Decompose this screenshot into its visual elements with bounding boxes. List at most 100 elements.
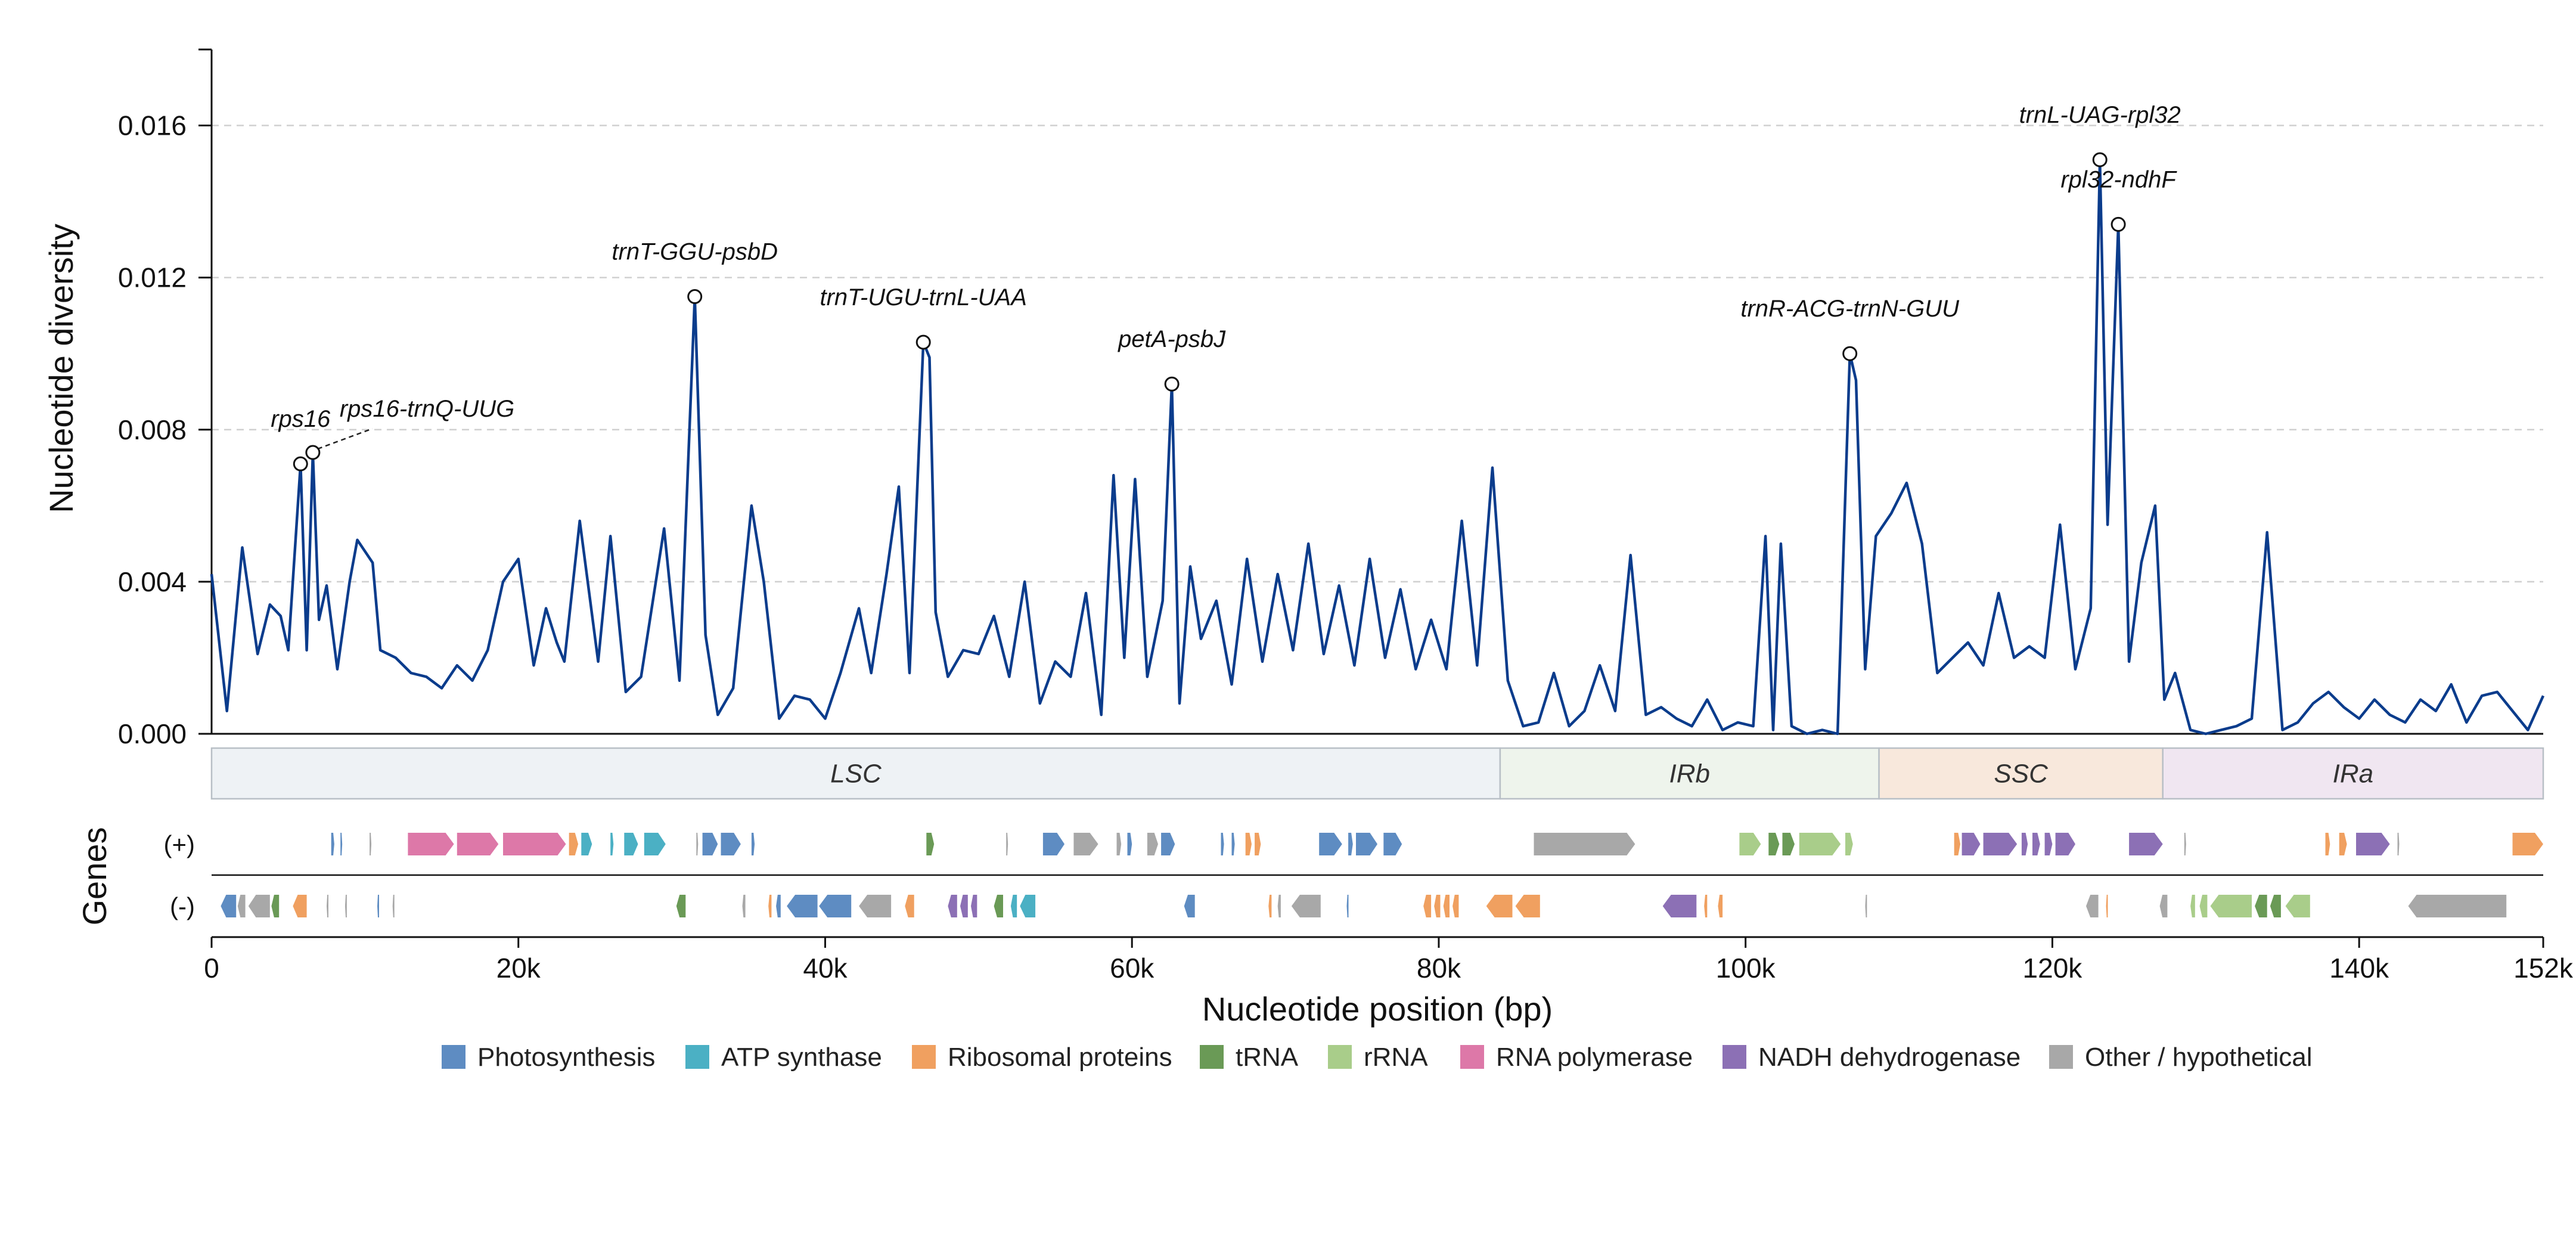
legend-swatch bbox=[1722, 1045, 1746, 1069]
gene-feature bbox=[2339, 833, 2347, 855]
gene-feature bbox=[370, 833, 372, 855]
region-box bbox=[2162, 747, 2544, 800]
gene-feature bbox=[377, 895, 379, 917]
peak-label: trnT-GGU-psbD bbox=[612, 239, 778, 265]
gene-feature bbox=[1954, 833, 1960, 855]
y-tick-label: 0.012 bbox=[118, 262, 187, 293]
gene-feature bbox=[1704, 895, 1708, 917]
genes-axis-title: Genes bbox=[76, 827, 113, 926]
legend-label: tRNA bbox=[1236, 1043, 1299, 1072]
plus-strand-label: (+) bbox=[164, 830, 195, 858]
gene-feature bbox=[610, 833, 614, 855]
gene-feature bbox=[503, 833, 566, 855]
gene-feature bbox=[742, 895, 746, 917]
gene-feature bbox=[1319, 833, 1342, 855]
x-axis: 0 20k 40k 60k 80k 100k 120k 140k 152k Nucleotide … bbox=[204, 936, 2574, 1028]
gene-feature bbox=[1443, 895, 1450, 917]
y-axis-title: Nucleotide diversity bbox=[42, 224, 80, 513]
gene-feature bbox=[2190, 895, 2195, 917]
gene-feature bbox=[340, 833, 343, 855]
x-tick-label: 40k bbox=[803, 953, 848, 984]
x-tick-label: 152k bbox=[2513, 953, 2574, 984]
gene-feature bbox=[2044, 833, 2053, 855]
region-box bbox=[1499, 747, 1880, 800]
gene-feature bbox=[1739, 833, 1761, 855]
gene-feature bbox=[1147, 833, 1158, 855]
gene-feature bbox=[2356, 833, 2390, 855]
gene-feature bbox=[2032, 833, 2040, 855]
legend-label: Photosynthesis bbox=[477, 1043, 655, 1072]
gene-feature bbox=[676, 895, 686, 917]
gene-feature bbox=[1768, 833, 1780, 855]
gene-tracks: Genes (+) (-) bbox=[76, 827, 2543, 926]
gene-feature bbox=[768, 895, 772, 917]
gene-feature bbox=[2210, 895, 2252, 917]
gene-feature bbox=[1434, 895, 1441, 917]
legend-label: Ribosomal proteins bbox=[948, 1043, 1172, 1072]
gene-feature bbox=[1255, 833, 1261, 855]
region-box bbox=[1878, 747, 2164, 800]
gene-feature bbox=[2325, 833, 2330, 855]
peak-label: petA-psbJ bbox=[1118, 326, 1226, 352]
gene-feature bbox=[1348, 833, 1353, 855]
gene-feature bbox=[1799, 833, 1841, 855]
gene-feature bbox=[248, 895, 270, 917]
gene-feature bbox=[2270, 895, 2281, 917]
gene-feature bbox=[905, 895, 914, 917]
gene-feature bbox=[1042, 833, 1064, 855]
gene-feature bbox=[624, 833, 638, 855]
gene-feature bbox=[1383, 833, 1402, 855]
peak-marker bbox=[1164, 376, 1180, 392]
gene-feature bbox=[1006, 833, 1008, 855]
y-tick-label: 0.008 bbox=[118, 414, 187, 445]
gene-feature bbox=[702, 833, 718, 855]
gene-feature bbox=[1231, 833, 1235, 855]
peak-label: rpl32-ndhF bbox=[2060, 166, 2177, 193]
gene-feature bbox=[1268, 895, 1272, 917]
gene-feature bbox=[1127, 833, 1132, 855]
region-label: SSC bbox=[1994, 759, 2049, 789]
legend-swatch bbox=[2049, 1045, 2073, 1069]
gene-feature bbox=[344, 895, 347, 917]
gene-feature bbox=[1486, 895, 1513, 917]
gene-feature bbox=[1718, 895, 1723, 917]
gene-feature bbox=[2129, 833, 2163, 855]
peak-marker bbox=[915, 334, 931, 350]
gene-feature bbox=[1983, 833, 2018, 855]
x-tick-label: 80k bbox=[1417, 953, 1461, 984]
gene-feature bbox=[1515, 895, 1540, 917]
gene-feature bbox=[1020, 895, 1036, 917]
gene-feature bbox=[1291, 895, 1321, 917]
x-tick-label: 60k bbox=[1110, 953, 1154, 984]
gene-feature bbox=[1116, 833, 1122, 855]
x-tick-label: 100k bbox=[1716, 953, 1776, 984]
gene-feature bbox=[2055, 833, 2075, 855]
region-label: LSC bbox=[830, 759, 882, 789]
gene-feature bbox=[327, 895, 328, 917]
gene-feature bbox=[859, 895, 892, 917]
gene-feature bbox=[237, 895, 246, 917]
gene-feature bbox=[408, 833, 454, 855]
legend-swatch bbox=[442, 1045, 465, 1069]
gene-feature bbox=[1010, 895, 1017, 917]
peak-label: rps16-trnQ-UUG bbox=[340, 396, 514, 422]
legend-label: ATP synthase bbox=[721, 1043, 882, 1072]
gene-feature bbox=[2408, 895, 2507, 917]
x-tick-label: 20k bbox=[496, 953, 541, 984]
gene-feature bbox=[1161, 833, 1175, 855]
gene-feature bbox=[221, 895, 237, 917]
x-tick-label: 140k bbox=[2329, 953, 2389, 984]
gene-feature bbox=[1356, 833, 1377, 855]
gene-feature bbox=[1453, 895, 1459, 917]
gene-feature bbox=[331, 833, 334, 855]
gene-feature bbox=[2199, 895, 2208, 917]
gene-feature bbox=[2021, 833, 2028, 855]
peak-label: trnL-UAG-rpl32 bbox=[2019, 102, 2181, 128]
peak-label: trnT-UGU-trnL-UAA bbox=[820, 284, 1026, 311]
gene-feature bbox=[457, 833, 499, 855]
legend-swatch bbox=[1328, 1045, 1352, 1069]
legend-label: NADH dehydrogenase bbox=[1758, 1043, 2021, 1072]
peak-label: rps16 bbox=[271, 406, 331, 432]
